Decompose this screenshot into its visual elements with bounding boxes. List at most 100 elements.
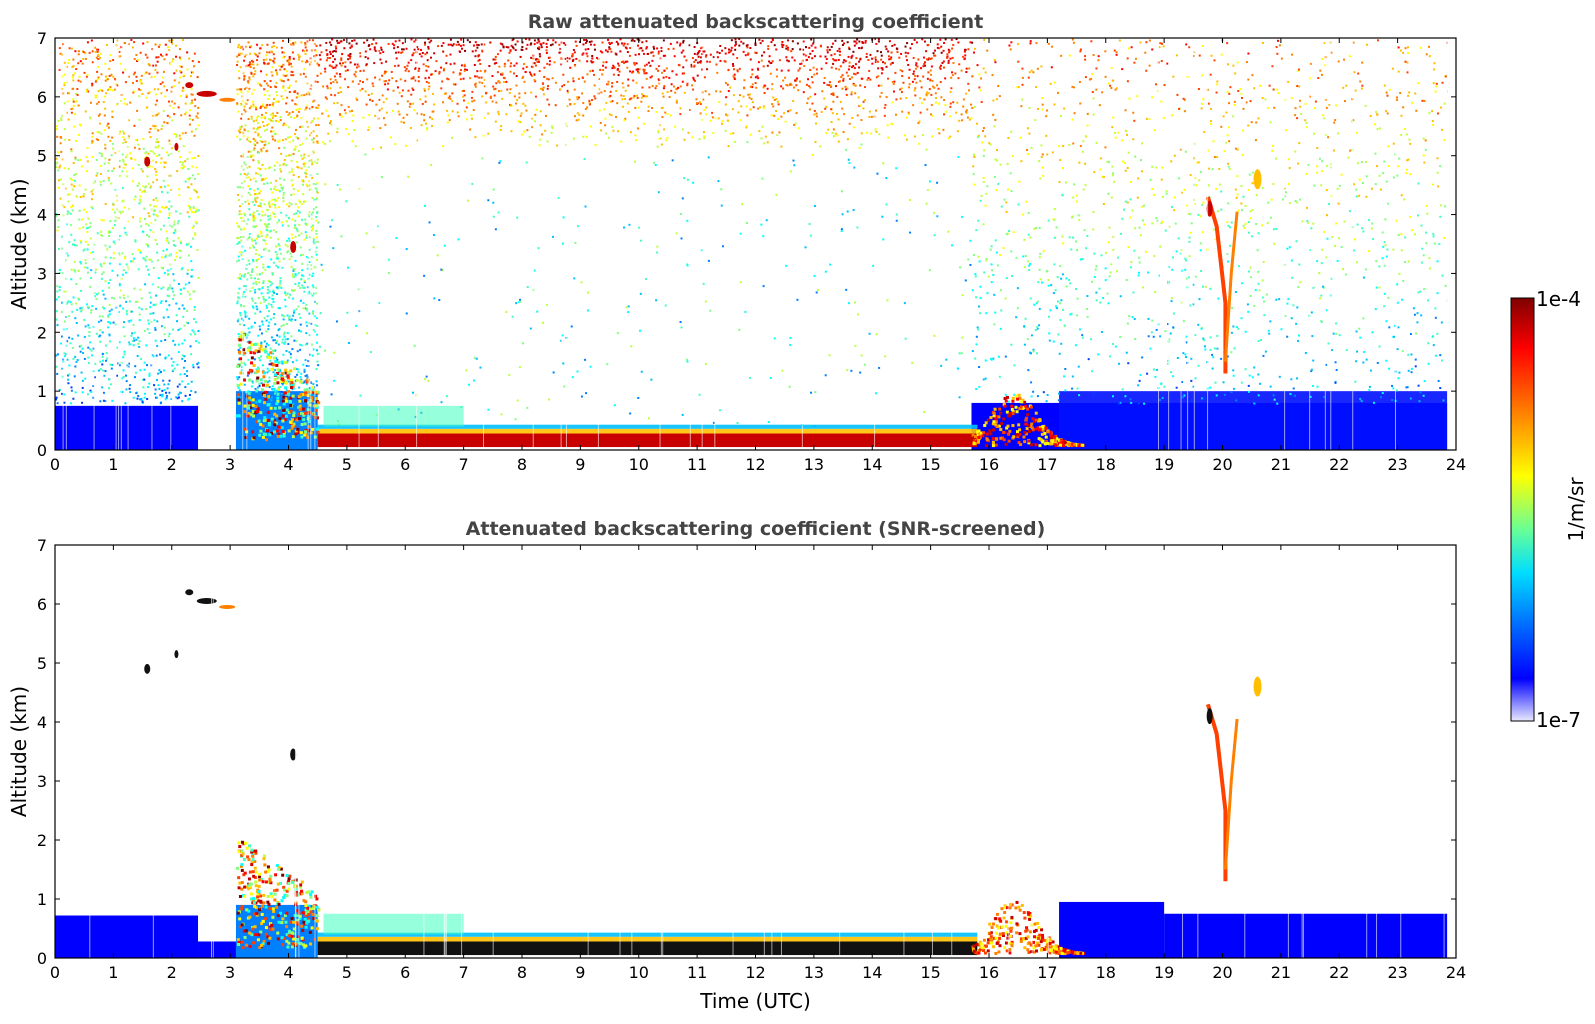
heatmap-pixel bbox=[668, 76, 671, 79]
heatmap-pixel bbox=[167, 335, 170, 338]
heatmap-pixel bbox=[326, 56, 329, 59]
heatmap-pixel bbox=[124, 81, 127, 84]
heatmap-pixel bbox=[312, 237, 315, 240]
heatmap-pixel bbox=[1090, 370, 1093, 373]
heatmap-pixel bbox=[562, 73, 565, 76]
heatmap-pixel bbox=[253, 73, 256, 76]
heatmap-pixel bbox=[189, 109, 192, 112]
heatmap-pixel bbox=[832, 92, 835, 95]
heatmap-pixel bbox=[248, 76, 251, 79]
heatmap-pixel bbox=[1062, 242, 1065, 245]
heatmap-pixel bbox=[937, 87, 940, 90]
heatmap-pixel bbox=[373, 48, 376, 51]
heatmap-pixel bbox=[164, 339, 167, 342]
heatmap-pixel bbox=[1364, 104, 1367, 107]
heatmap-pixel bbox=[146, 397, 149, 400]
heatmap-pixel bbox=[122, 307, 125, 310]
heatmap-pixel bbox=[168, 332, 171, 335]
heatmap-pixel bbox=[84, 325, 87, 328]
heatmap-pixel bbox=[56, 128, 59, 131]
heatmap-pixel bbox=[1202, 201, 1205, 204]
heatmap-pixel bbox=[132, 396, 135, 399]
heatmap-pixel bbox=[1234, 147, 1237, 150]
heatmap-pixel bbox=[1106, 160, 1109, 163]
heatmap-pixel bbox=[1323, 230, 1326, 233]
heatmap-pixel bbox=[189, 197, 192, 200]
heatmap-pixel bbox=[1316, 260, 1319, 263]
heatmap-pixel bbox=[299, 348, 302, 351]
heatmap-pixel bbox=[236, 102, 239, 105]
heatmap-pixel bbox=[1061, 194, 1064, 197]
heatmap-pixel bbox=[1264, 98, 1267, 101]
heatmap-pixel bbox=[340, 104, 343, 107]
heatmap-pixel bbox=[114, 77, 117, 80]
heatmap-pixel bbox=[75, 195, 78, 198]
heatmap-pixel bbox=[618, 64, 621, 67]
heatmap-pixel bbox=[812, 42, 815, 45]
heatmap-pixel bbox=[1249, 295, 1252, 298]
heatmap-pixel bbox=[535, 108, 538, 111]
heatmap-pixel bbox=[1441, 81, 1444, 84]
heatmap-pixel bbox=[1254, 289, 1257, 292]
heatmap-pixel bbox=[1108, 226, 1111, 229]
heatmap-pixel bbox=[414, 67, 417, 70]
heatmap-pixel bbox=[1184, 353, 1187, 356]
heatmap-pixel bbox=[843, 59, 846, 62]
heatmap-pixel bbox=[253, 139, 256, 142]
heatmap-pixel bbox=[939, 67, 942, 70]
heatmap-pixel bbox=[175, 302, 178, 305]
heatmap-pixel bbox=[1023, 326, 1026, 329]
heatmap-pixel bbox=[1088, 78, 1091, 81]
heatmap-pixel bbox=[1404, 60, 1407, 63]
heatmap-pixel bbox=[1152, 193, 1155, 196]
heatmap-pixel bbox=[159, 402, 162, 405]
heatmap-pixel bbox=[1076, 200, 1079, 203]
heatmap-pixel bbox=[166, 387, 169, 390]
heatmap-pixel bbox=[319, 44, 322, 47]
heatmap-pixel bbox=[1047, 284, 1050, 287]
heatmap-pixel bbox=[316, 302, 319, 305]
heatmap-pixel bbox=[288, 63, 291, 66]
heatmap-pixel bbox=[429, 56, 432, 59]
heatmap-pixel bbox=[109, 60, 112, 63]
heatmap-pixel bbox=[247, 358, 250, 361]
heatmap-pixel bbox=[236, 243, 239, 246]
heatmap-pixel bbox=[771, 131, 774, 134]
heatmap-pixel bbox=[1026, 338, 1029, 341]
heatmap-pixel bbox=[253, 193, 256, 196]
heatmap-pixel bbox=[1139, 41, 1142, 44]
heatmap-pixel bbox=[1378, 127, 1381, 130]
heatmap-pixel bbox=[60, 310, 63, 313]
heatmap-pixel bbox=[1386, 248, 1389, 251]
heatmap-pixel bbox=[138, 306, 141, 309]
heatmap-pixel bbox=[1387, 296, 1390, 299]
heatmap-pixel bbox=[127, 119, 130, 122]
heatmap-pixel bbox=[66, 100, 69, 103]
heatmap-pixel bbox=[1296, 85, 1299, 88]
heatmap-pixel bbox=[978, 86, 981, 89]
heatmap-pixel bbox=[143, 361, 146, 364]
heatmap-pixel bbox=[278, 285, 281, 288]
heatmap-pixel bbox=[308, 107, 311, 110]
heatmap-pixel bbox=[58, 289, 61, 292]
heatmap-pixel bbox=[185, 95, 188, 98]
heatmap-pixel bbox=[1278, 298, 1281, 301]
heatmap-pixel bbox=[181, 357, 184, 360]
heatmap-pixel bbox=[993, 125, 996, 128]
heatmap-pixel bbox=[80, 165, 83, 168]
heatmap-pixel bbox=[1059, 318, 1062, 321]
heatmap-pixel bbox=[1290, 97, 1293, 100]
heatmap-pixel bbox=[1107, 161, 1110, 164]
heatmap-pixel bbox=[1213, 156, 1216, 159]
heatmap-pixel bbox=[312, 240, 315, 243]
heatmap-pixel bbox=[280, 152, 283, 155]
heatmap-pixel bbox=[1276, 402, 1279, 405]
heatmap-pixel bbox=[427, 81, 430, 84]
heatmap-pixel bbox=[168, 39, 171, 42]
heatmap-pixel bbox=[162, 70, 165, 73]
heatmap-pixel bbox=[154, 392, 157, 395]
heatmap-pixel bbox=[263, 93, 266, 96]
heatmap-pixel bbox=[1078, 394, 1081, 397]
heatmap-pixel bbox=[266, 62, 269, 65]
heatmap-pixel bbox=[1019, 136, 1022, 139]
